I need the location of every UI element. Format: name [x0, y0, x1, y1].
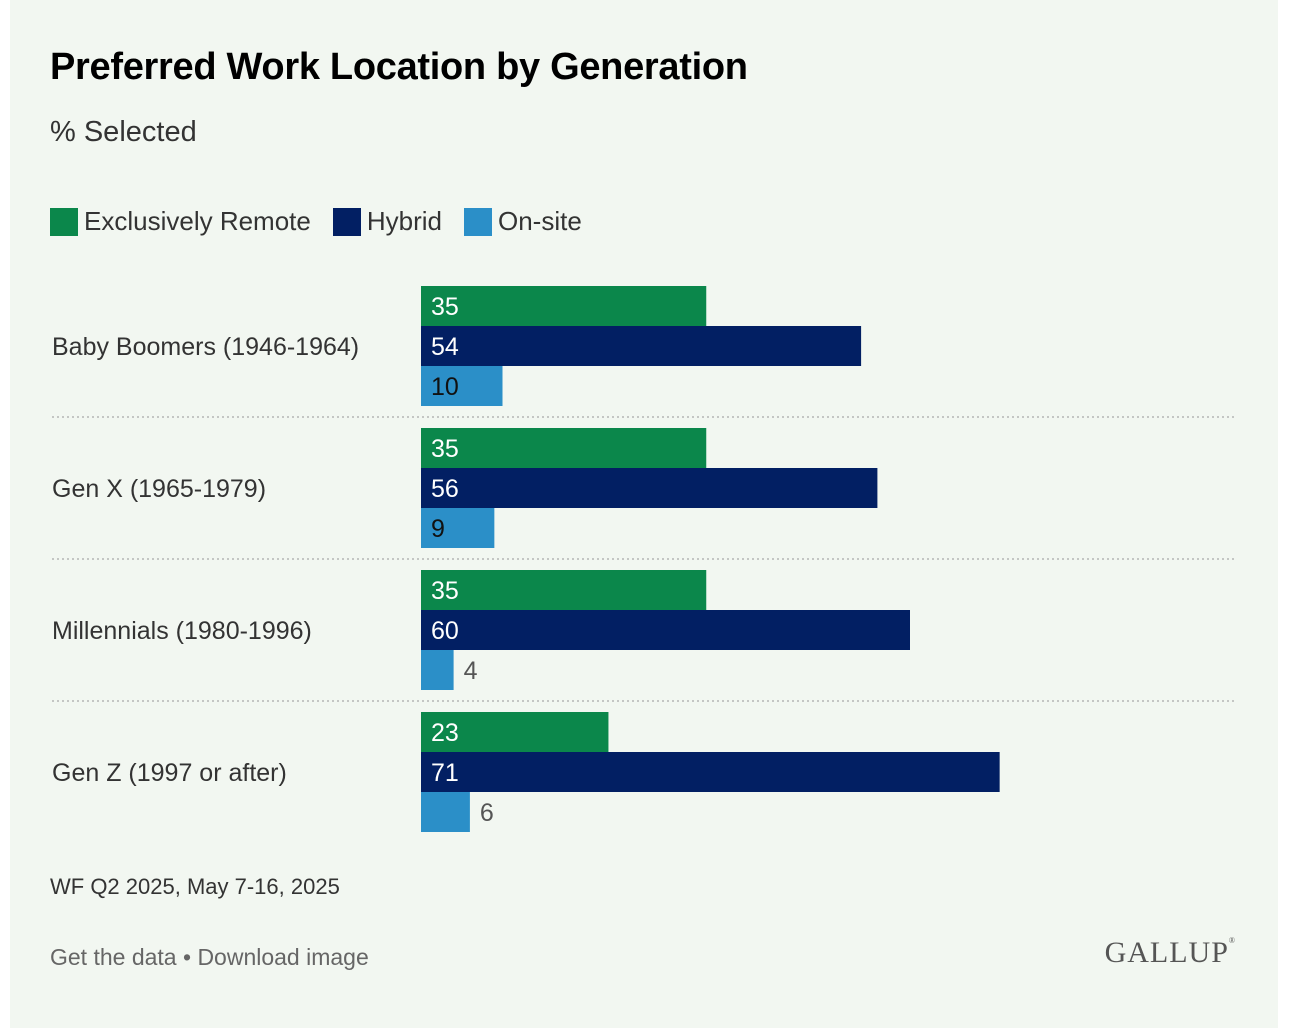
value-label-hybrid: 60	[431, 617, 459, 645]
legend-label-remote: Exclusively Remote	[84, 206, 311, 236]
bar-hybrid	[421, 752, 1000, 792]
chart-subtitle: % Selected	[50, 116, 197, 148]
legend-item-hybrid: Hybrid	[332, 206, 442, 237]
value-label-hybrid: 71	[431, 759, 459, 787]
bar-hybrid	[421, 468, 878, 508]
legend-swatch-hybrid	[332, 207, 361, 236]
legend-item-onsite: On-site	[464, 206, 582, 237]
download-image-link[interactable]: Download image	[197, 944, 369, 970]
legend-label-hybrid: Hybrid	[366, 206, 442, 236]
value-label-onsite: 4	[464, 657, 478, 685]
bar-onsite	[421, 508, 495, 548]
bar-hybrid	[421, 610, 910, 650]
gallup-logo: GALLUP®	[1104, 936, 1236, 969]
category-label: Gen Z (1997 or after)	[52, 759, 287, 787]
get-data-link[interactable]: Get the data	[50, 944, 177, 970]
bar-onsite	[421, 366, 503, 406]
chart-title: Preferred Work Location by Generation	[50, 46, 748, 88]
value-label-hybrid: 56	[431, 475, 459, 503]
value-label-onsite: 6	[480, 799, 494, 827]
legend: Exclusively Remote Hybrid On-site	[50, 206, 604, 237]
category-label: Millennials (1980-1996)	[52, 617, 312, 645]
value-label-onsite: 10	[431, 373, 459, 401]
footer-links: Get the data • Download image	[50, 944, 369, 971]
value-label-remote: 23	[431, 719, 459, 747]
bar-onsite	[421, 792, 470, 832]
chart-card: Preferred Work Location by Generation % …	[10, 0, 1278, 1028]
legend-item-remote: Exclusively Remote	[50, 206, 311, 237]
legend-swatch-onsite	[464, 207, 492, 236]
value-label-hybrid: 54	[431, 333, 459, 361]
bar-remote	[421, 428, 707, 468]
legend-label-onsite: On-site	[498, 206, 582, 236]
source-note: WF Q2 2025, May 7-16, 2025	[50, 874, 340, 899]
gallup-logo-text: GALLUP	[1104, 936, 1229, 969]
bar-hybrid	[421, 326, 862, 366]
link-separator: •	[182, 944, 192, 970]
bar-chart: Baby Boomers (1946-1964) 35 54 10 Gen X (196…	[52, 286, 1236, 832]
bar-remote	[421, 712, 609, 752]
bar-remote	[421, 286, 707, 326]
value-label-remote: 35	[431, 435, 459, 463]
bar-onsite	[421, 650, 454, 690]
category-label: Baby Boomers (1946-1964)	[52, 333, 359, 361]
value-label-remote: 35	[431, 577, 459, 605]
value-label-remote: 35	[431, 293, 459, 321]
value-label-onsite: 9	[431, 515, 445, 543]
category-label: Gen X (1965-1979)	[52, 475, 266, 503]
legend-swatch-remote	[50, 207, 78, 236]
bar-remote	[421, 570, 707, 610]
